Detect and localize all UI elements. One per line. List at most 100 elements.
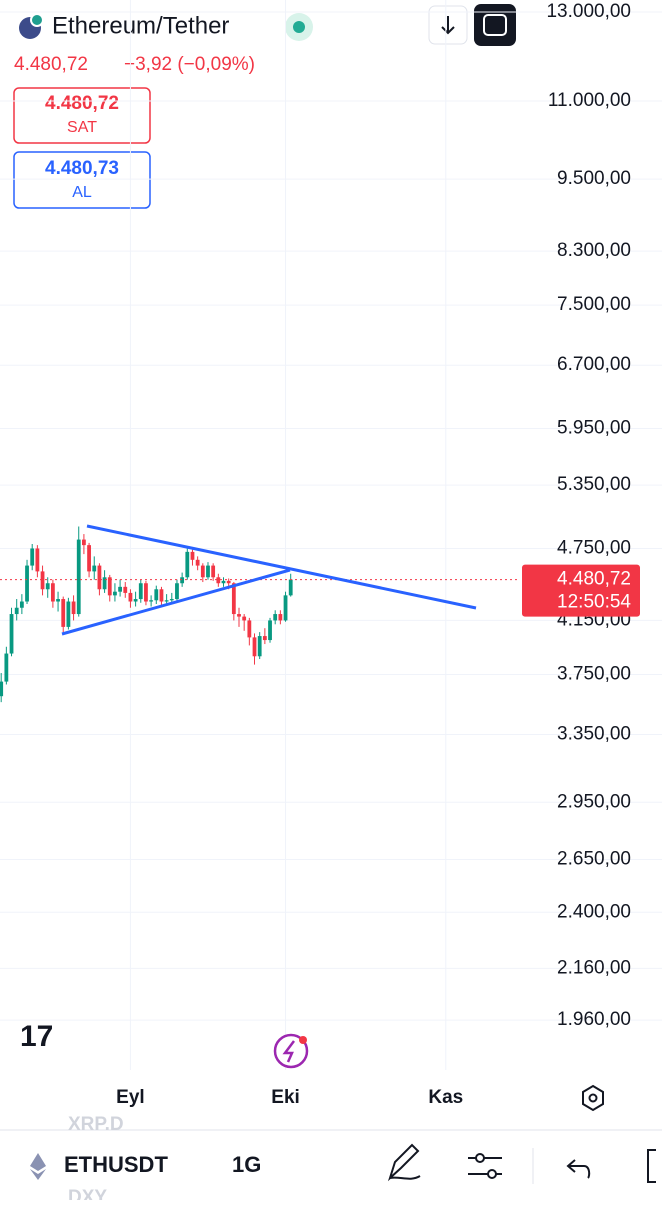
x-tick-label: Kas xyxy=(428,1087,463,1108)
candle-body xyxy=(149,600,154,602)
candle-body xyxy=(278,614,283,621)
candle-body xyxy=(164,600,169,602)
exchange-icon xyxy=(30,13,44,27)
y-tick-label: 2.650,00 xyxy=(557,848,631,869)
candle-body xyxy=(138,583,143,600)
candle-body xyxy=(226,580,231,584)
candle-body xyxy=(206,565,210,578)
candle-body xyxy=(71,601,76,615)
slider-knob xyxy=(487,1169,497,1179)
trendline[interactable] xyxy=(86,524,477,610)
trendline[interactable] xyxy=(61,568,291,636)
y-tick-label: 13.000,00 xyxy=(546,1,631,22)
candle-body xyxy=(200,565,205,578)
candle-body xyxy=(247,620,252,638)
candle-body xyxy=(268,620,272,641)
more-button[interactable] xyxy=(647,1149,656,1183)
x-tick-label: Eki xyxy=(271,1087,300,1108)
toolbar-interval[interactable]: 1G xyxy=(232,1152,261,1177)
candle-body xyxy=(144,583,148,602)
fullscreen-button[interactable] xyxy=(474,4,516,46)
slider-knob xyxy=(475,1153,485,1163)
candle-body xyxy=(273,614,278,621)
candle-body xyxy=(92,565,97,572)
drawing-tool[interactable] xyxy=(387,1143,421,1182)
price-change: −3,92 (−0,09%) xyxy=(124,54,255,75)
candle-body xyxy=(169,599,174,601)
news-button[interactable] xyxy=(273,1033,309,1069)
candle-body xyxy=(25,565,29,602)
sell-button[interactable] xyxy=(13,87,151,144)
eth-icon xyxy=(30,1153,46,1180)
x-tick-label: Eyl xyxy=(116,1087,145,1108)
symbol-title: Ethereum/Tether xyxy=(52,12,229,39)
candle-body xyxy=(262,636,267,641)
candle-body xyxy=(50,583,55,602)
ghost-symbol: XRP.D xyxy=(68,1114,124,1135)
candle-body xyxy=(237,614,241,617)
y-tick-label: 5.950,00 xyxy=(557,417,631,438)
candle-body xyxy=(257,636,262,657)
settings-icon[interactable] xyxy=(582,1084,604,1112)
y-tick-label: 6.700,00 xyxy=(557,354,631,375)
candle-body xyxy=(61,599,66,627)
y-tick-label: 11.000,00 xyxy=(548,90,631,111)
candle-body xyxy=(216,577,221,584)
candle-body xyxy=(211,565,216,578)
candle-body xyxy=(30,548,35,566)
tv-logo: 17 xyxy=(20,1020,53,1053)
last-price-label: 4.480,72 xyxy=(557,569,631,590)
candle-body xyxy=(56,599,60,602)
candle-body xyxy=(252,637,257,657)
candle-body xyxy=(242,616,247,621)
y-tick-label: 9.500,00 xyxy=(557,168,631,189)
notification-dot xyxy=(299,1036,307,1044)
arrow-icon xyxy=(441,16,455,35)
candle-body xyxy=(66,601,71,627)
candle-body xyxy=(76,539,81,615)
buy-label: AL xyxy=(72,184,92,201)
ghost-symbol: DXY xyxy=(68,1187,107,1200)
sell-price: 4.480,72 xyxy=(45,93,119,114)
bolt-icon xyxy=(282,1040,295,1063)
candle-body xyxy=(102,577,107,590)
candle-body xyxy=(9,614,14,654)
y-tick-label: 2.160,00 xyxy=(557,957,631,978)
buy-price: 4.480,73 xyxy=(45,158,119,179)
candle-body xyxy=(45,583,50,590)
candle-body xyxy=(159,589,164,602)
y-tick-label: 7.500,00 xyxy=(557,294,631,315)
indicators-tool[interactable] xyxy=(468,1157,502,1175)
candle-body xyxy=(231,583,236,615)
candle-body xyxy=(40,571,45,590)
candle-body xyxy=(107,577,112,596)
y-tick-label: 3.750,00 xyxy=(557,663,631,684)
buy-button[interactable] xyxy=(13,151,151,209)
candle-body xyxy=(97,565,102,590)
candle-body xyxy=(4,653,9,682)
fullscreen-icon xyxy=(483,14,507,36)
candle-body xyxy=(82,539,86,546)
candle-body xyxy=(195,559,200,566)
candle-body xyxy=(185,551,190,578)
candle-body xyxy=(190,551,195,560)
market-status-dot xyxy=(293,21,305,33)
candle-body xyxy=(180,577,185,584)
undo-button[interactable] xyxy=(566,1159,591,1179)
sell-label: SAT xyxy=(67,119,97,136)
candle-body xyxy=(175,583,179,600)
y-tick-label: 4.750,00 xyxy=(557,537,631,558)
candle-body xyxy=(0,681,4,697)
y-tick-label: 8.300,00 xyxy=(557,240,631,261)
candle-body xyxy=(133,599,138,602)
candle-body xyxy=(14,607,19,615)
y-tick-label: 5.350,00 xyxy=(557,474,631,495)
candle-body xyxy=(221,580,226,584)
candle-body xyxy=(118,586,122,592)
countdown: 12:50:54 xyxy=(557,592,631,613)
y-tick-label: 2.950,00 xyxy=(557,791,631,812)
toolbar-symbol[interactable]: ETHUSDT xyxy=(64,1152,168,1177)
candle-body xyxy=(19,601,24,608)
